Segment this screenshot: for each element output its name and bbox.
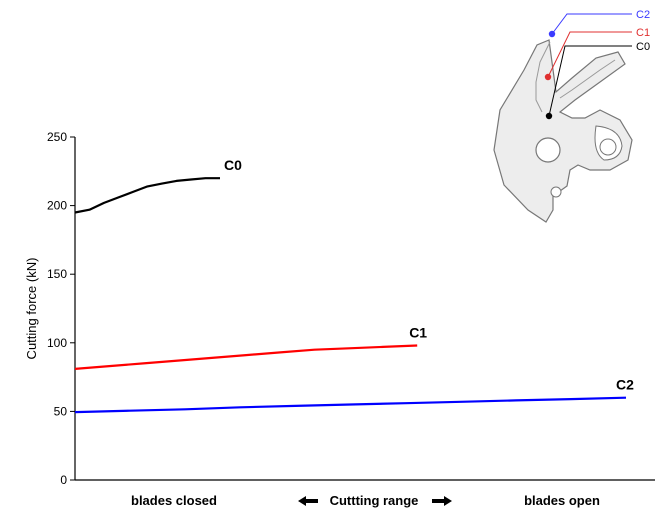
- y-tick-label: 150: [47, 267, 67, 281]
- inset-point-c0: [545, 112, 553, 120]
- series-line-c2: [74, 396, 627, 414]
- y-tick-label: 200: [47, 199, 67, 213]
- series-label-c2: C2: [616, 377, 634, 393]
- inset-leader-c0: [548, 45, 632, 117]
- series-label-c0: C0: [224, 157, 242, 173]
- cutter-body-outline: [493, 39, 633, 223]
- series-line-c0: [74, 177, 220, 214]
- y-tick-label: 250: [47, 130, 67, 144]
- lower-blade-teeth: [559, 59, 616, 99]
- cutter-diagram: C2 C1 C0: [493, 9, 650, 223]
- x-category-label: blades closed: [131, 493, 217, 508]
- series-group: C0 C1 C2: [74, 157, 634, 414]
- series-line-c1: [74, 344, 418, 370]
- y-tick-label: 50: [54, 404, 68, 418]
- axes: 0 50 100 150 200 250 Cutting force (kN): [24, 130, 655, 487]
- inset-label-c1: C1: [636, 27, 650, 39]
- y-tick-label: 100: [47, 336, 67, 350]
- y-tick-label: 0: [60, 473, 67, 487]
- inset-label-c2: C2: [636, 9, 650, 21]
- labels-group: blades closed Cuttting range blades open: [131, 493, 600, 508]
- series-label-c1: C1: [409, 325, 427, 341]
- inset-leader-c2: [551, 13, 632, 35]
- pivot-hole: [535, 137, 561, 163]
- inset-label-c0: C0: [636, 41, 650, 53]
- small-hole: [550, 186, 562, 198]
- right-arrow-icon: [432, 496, 452, 506]
- x-category-label: blades open: [524, 493, 600, 508]
- inset-point-c1: [544, 73, 552, 81]
- inset-point-c2: [548, 30, 556, 38]
- x-category-label: Cuttting range: [330, 493, 419, 508]
- left-arrow-icon: [298, 496, 318, 506]
- right-hole: [599, 138, 617, 156]
- upper-blade-teeth: [535, 41, 551, 113]
- inset-leader-c1: [547, 31, 632, 78]
- y-axis-label: Cutting force (kN): [24, 258, 39, 360]
